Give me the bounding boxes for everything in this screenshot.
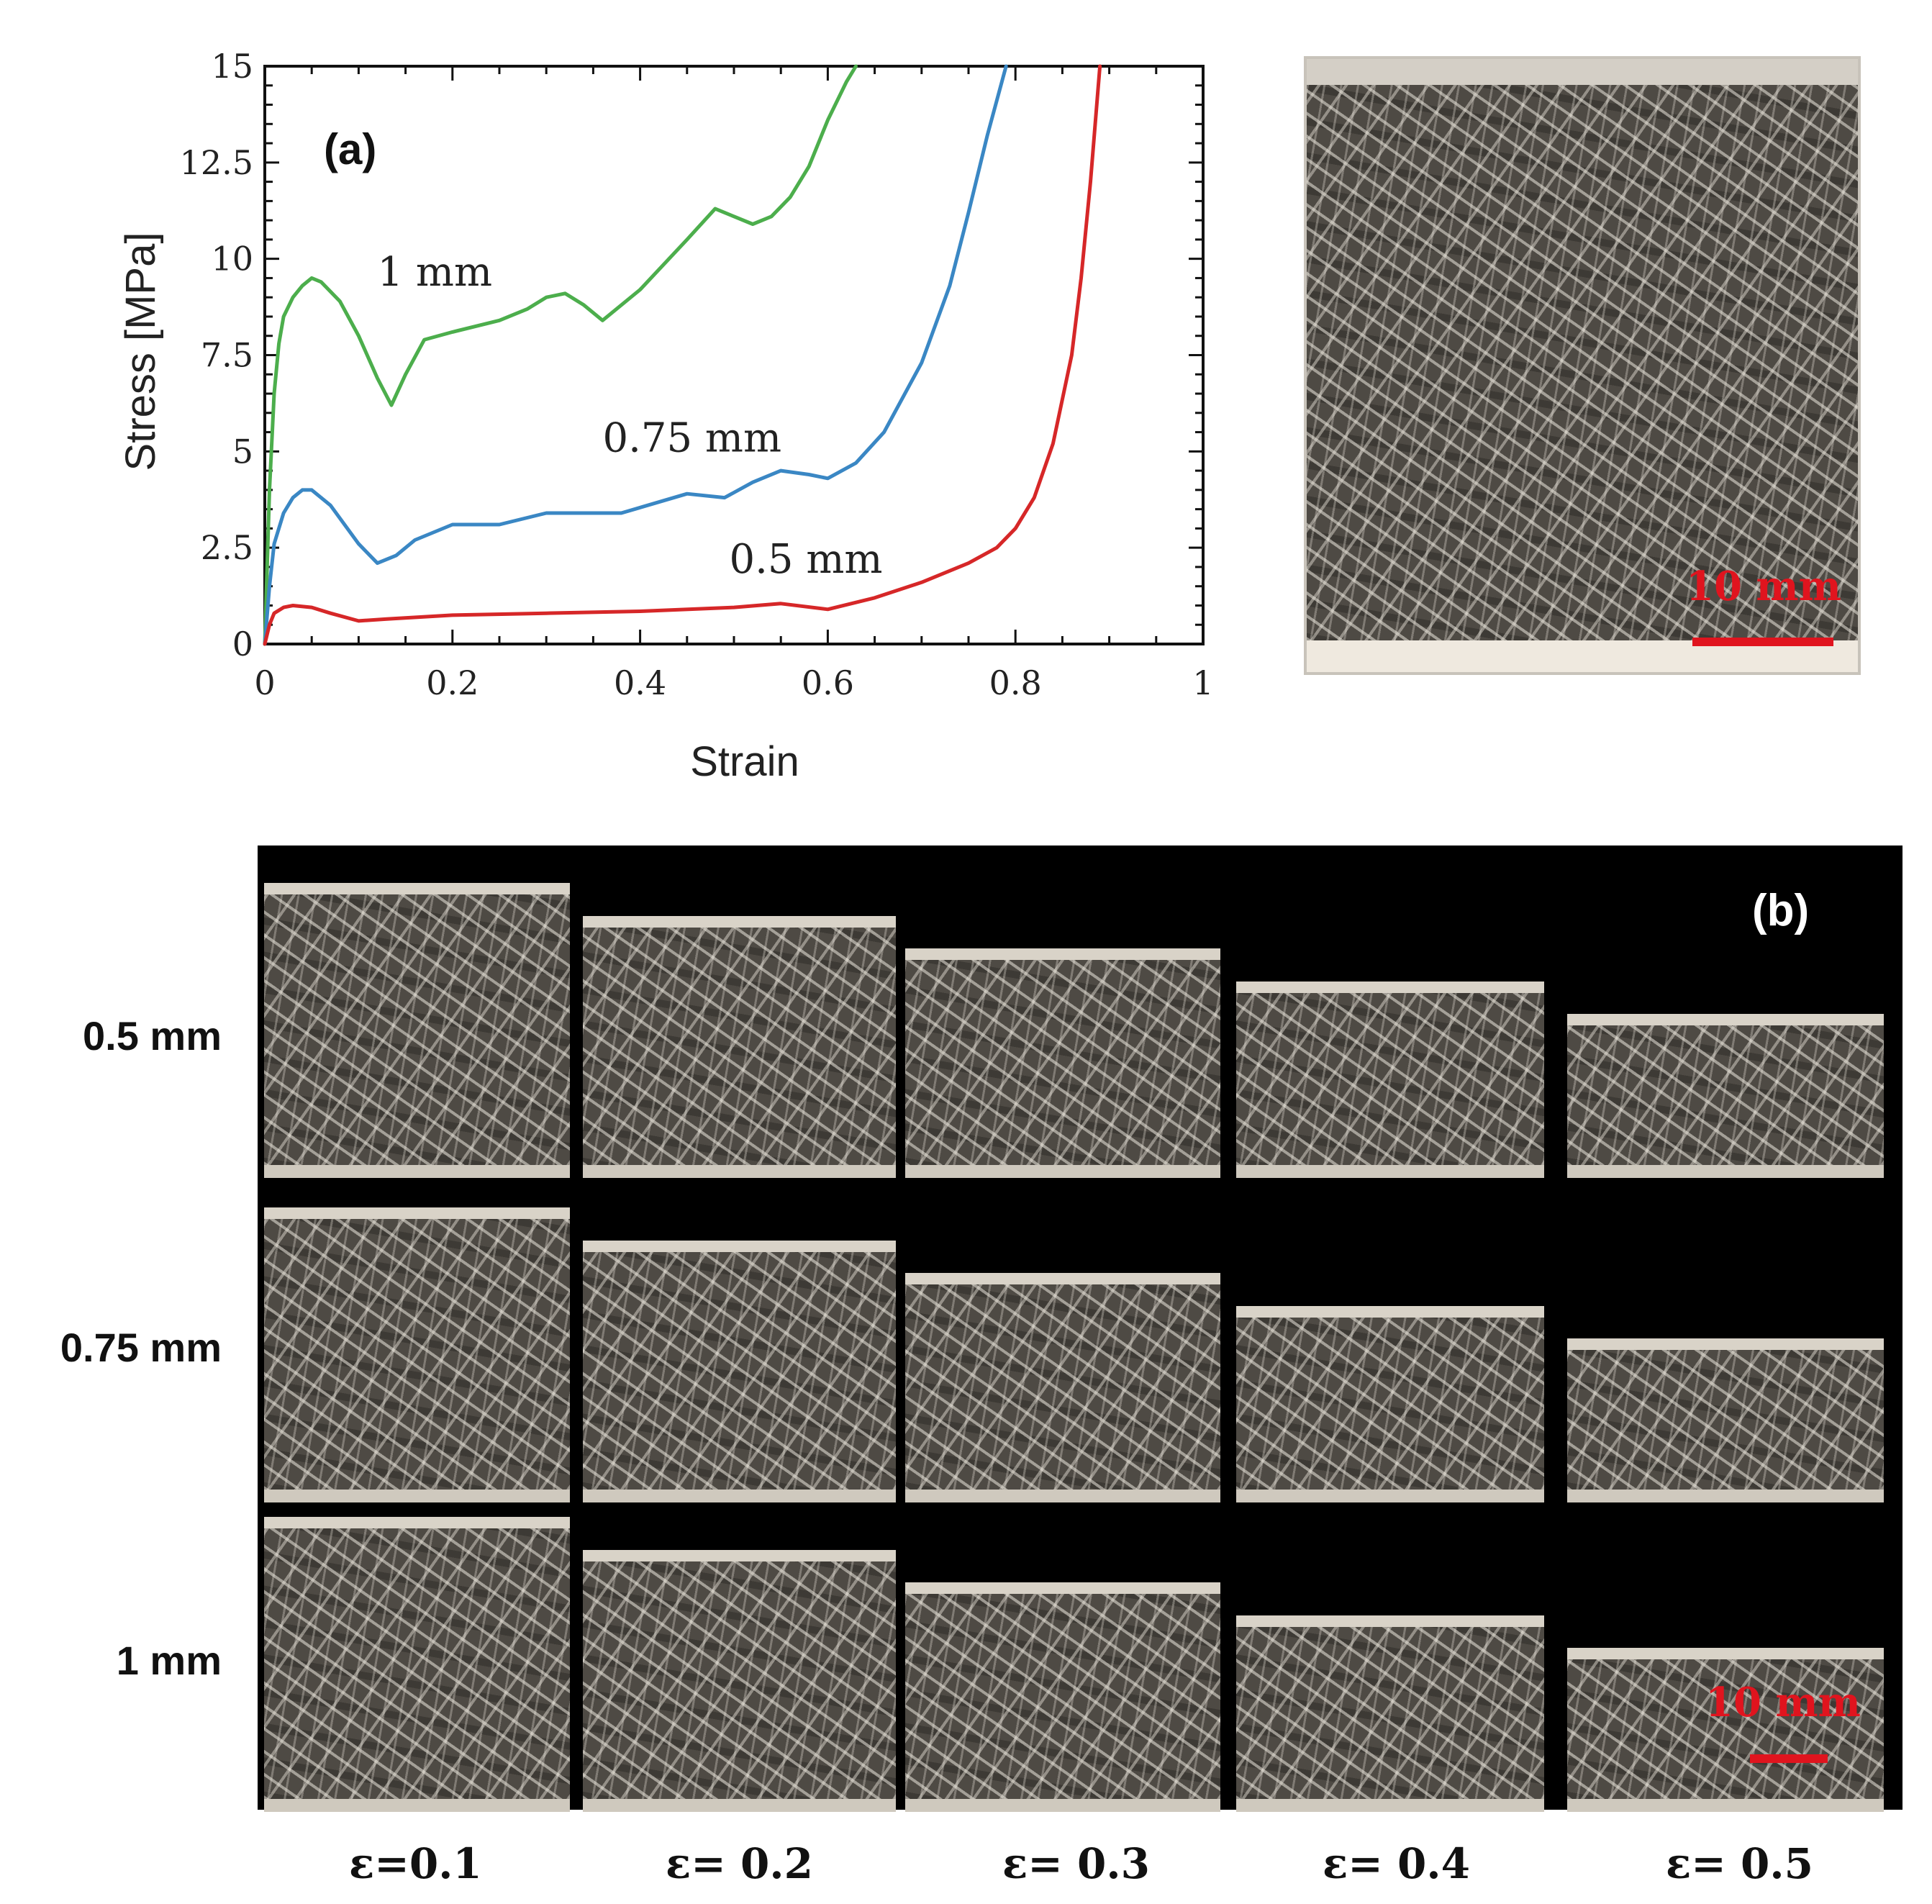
x-tick-label: 0.6: [802, 663, 854, 702]
y-axis-title: Stress [MPa]: [117, 232, 164, 471]
stress-strain-chart: 0 0.2 0.4 0.6 0.8 102.557.51012.515StrainStre…: [117, 47, 1214, 785]
specimen-photo: [1567, 1014, 1884, 1178]
x-tick-label: 0.8: [989, 663, 1042, 702]
specimen-foam-texture: [1567, 1659, 1884, 1799]
panel-b-tag: (b): [1752, 886, 1810, 935]
specimen-photo: [905, 1273, 1220, 1502]
specimen-bottom-platen: [264, 1490, 570, 1502]
specimen-bottom-platen: [264, 1165, 570, 1178]
specimen-top-platen: [583, 916, 896, 928]
x-tick-label: 0.4: [614, 663, 666, 702]
panel-b-scale-label: 10 mm: [1705, 1679, 1861, 1726]
panel-a-tag: (a): [324, 125, 376, 173]
photo-scale-label: 10 mm: [1686, 563, 1841, 610]
specimen-photo: [583, 1241, 896, 1502]
specimen-bottom-platen: [905, 1799, 1220, 1812]
series-line-0-75-mm: [263, 64, 1008, 646]
specimen-photo: [264, 1517, 570, 1812]
specimen-foam-texture: [1236, 1627, 1544, 1799]
specimen-photo: [264, 1207, 570, 1502]
specimen-bottom-platen: [905, 1165, 1220, 1178]
specimen-photo: [583, 1550, 896, 1812]
specimen-bottom-platen: [583, 1799, 896, 1812]
y-tick-label: 12.5: [180, 143, 253, 182]
x-tick-label: 0: [254, 663, 275, 702]
y-tick-label: 5: [232, 432, 253, 471]
y-tick-label: 10: [211, 240, 253, 278]
specimen-foam-texture: [1567, 1350, 1884, 1490]
panel-b-scale-bar: [1750, 1754, 1828, 1763]
specimen-bottom-platen: [583, 1490, 896, 1502]
specimen-foam-texture: [264, 1528, 570, 1799]
specimen-top-platen: [1236, 1615, 1544, 1627]
specimen-top-platen: [1567, 1648, 1884, 1659]
curve-label-1-mm: 1 mm: [377, 249, 492, 296]
col-label-strain-0-1: ε=0.1: [349, 1839, 482, 1888]
specimen-bottom-platen: [1236, 1165, 1544, 1178]
specimen-foam-texture: [264, 894, 570, 1165]
col-label-strain-0-3: ε= 0.3: [1002, 1839, 1150, 1888]
specimen-bottom-platen: [583, 1165, 896, 1178]
specimen-top-platen: [1567, 1014, 1884, 1025]
col-label-strain-0-5: ε= 0.5: [1666, 1839, 1813, 1888]
specimen-top-platen: [583, 1241, 896, 1252]
specimen-top-platen: [1236, 982, 1544, 993]
specimen-photo: [1236, 982, 1544, 1178]
photo-scale-bar: [1692, 638, 1833, 646]
y-tick-label: 7.5: [201, 336, 253, 375]
specimen-top-platen: [905, 948, 1220, 960]
y-tick-label: 15: [211, 47, 253, 86]
specimen-bottom-platen: [1236, 1799, 1544, 1812]
photo-top-platen: [1307, 59, 1858, 85]
specimen-top-platen: [1236, 1306, 1544, 1318]
row-label-0-5mm: 0.5 mm: [83, 1013, 222, 1058]
foam-specimen-photo: [1304, 56, 1861, 675]
col-label-strain-0-2: ε= 0.2: [666, 1839, 813, 1888]
series-line-1-mm: [263, 64, 858, 646]
specimen-bottom-platen: [1236, 1490, 1544, 1502]
y-tick-label: 2.5: [201, 528, 253, 567]
specimen-top-platen: [905, 1273, 1220, 1284]
specimen-photo: [583, 916, 896, 1178]
x-tick-label: 0.2: [426, 663, 479, 702]
specimen-bottom-platen: [1567, 1490, 1884, 1502]
specimen-photo: [264, 883, 570, 1178]
specimen-foam-texture: [1236, 1318, 1544, 1490]
specimen-bottom-platen: [905, 1490, 1220, 1502]
specimen-foam-texture: [1236, 993, 1544, 1165]
row-label-1mm: 1 mm: [116, 1638, 222, 1683]
specimen-bottom-platen: [1567, 1799, 1884, 1812]
curve-label-0-5-mm: 0.5 mm: [729, 536, 882, 583]
specimen-photo: [1236, 1306, 1544, 1502]
specimen-foam-texture: [583, 1561, 896, 1799]
specimen-bottom-platen: [264, 1799, 570, 1812]
y-tick-label: 0: [232, 625, 253, 663]
curve-label-0-75-mm: 0.75 mm: [602, 414, 781, 461]
foam-texture: [1307, 85, 1858, 640]
specimen-foam-texture: [905, 1284, 1220, 1490]
specimen-top-platen: [264, 883, 570, 894]
specimen-top-platen: [264, 1207, 570, 1219]
specimen-photo: [905, 948, 1220, 1178]
row-label-0-75mm: 0.75 mm: [60, 1325, 222, 1370]
specimen-photo: [1236, 1615, 1544, 1812]
specimen-photo: [1567, 1338, 1884, 1502]
specimen-top-platen: [264, 1517, 570, 1528]
specimen-foam-texture: [905, 960, 1220, 1165]
specimen-photo: [905, 1582, 1220, 1812]
specimen-foam-texture: [264, 1219, 570, 1490]
specimen-top-platen: [1567, 1338, 1884, 1350]
col-label-strain-0-4: ε= 0.4: [1323, 1839, 1470, 1888]
specimen-photo: [1567, 1648, 1884, 1812]
series-line-0-5-mm: [263, 64, 1102, 646]
specimen-foam-texture: [583, 928, 896, 1165]
specimen-foam-texture: [1567, 1025, 1884, 1165]
specimen-foam-texture: [905, 1594, 1220, 1799]
specimen-foam-texture: [583, 1252, 896, 1490]
specimen-top-platen: [583, 1550, 896, 1561]
x-tick-label: 1: [1192, 663, 1213, 702]
specimen-bottom-platen: [1567, 1165, 1884, 1178]
x-axis-title: Strain: [690, 738, 799, 785]
specimen-top-platen: [905, 1582, 1220, 1594]
